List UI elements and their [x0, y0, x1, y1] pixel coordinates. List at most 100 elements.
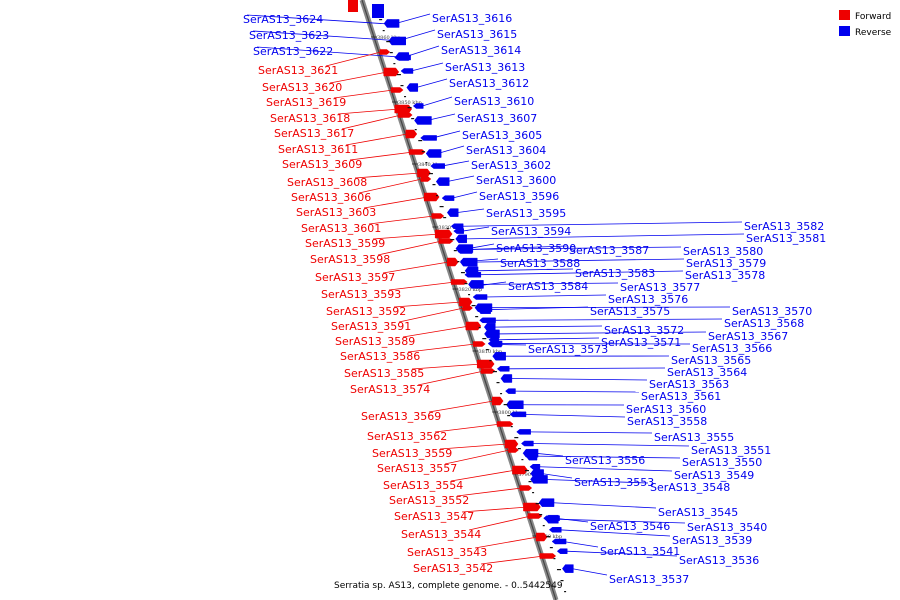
gene-glyph-reverse[interactable] [459, 257, 478, 267]
gene-label-forward[interactable]: SerAS13_3618 [270, 112, 350, 125]
gene-label-forward[interactable]: SerAS13_3585 [344, 367, 424, 380]
gene-glyph-reverse[interactable] [545, 514, 559, 524]
gene-label-reverse[interactable]: SerAS13_3581 [746, 232, 826, 245]
gene-label-forward[interactable]: SerAS13_3620 [262, 81, 342, 94]
gene-label-reverse[interactable]: SerAS13_3575 [590, 305, 670, 318]
gene-glyph-reverse[interactable] [435, 177, 450, 186]
gene-label-reverse[interactable]: SerAS13_3590 [496, 242, 576, 255]
gene-glyph-reverse[interactable] [556, 548, 568, 554]
gene-glyph-reverse[interactable] [500, 374, 513, 383]
gene-label-reverse[interactable]: SerAS13_3561 [641, 390, 721, 403]
gene-glyph-forward[interactable] [423, 192, 440, 202]
gene-label-forward[interactable]: SerAS13_3601 [301, 222, 381, 235]
gene-glyph-reverse[interactable] [487, 340, 503, 347]
gene-glyph-reverse[interactable] [412, 103, 424, 109]
gene-label-reverse[interactable]: SerAS13_3567 [708, 330, 788, 343]
gene-label-forward[interactable]: SerAS13_3598 [310, 253, 390, 266]
gene-glyph-forward[interactable] [527, 513, 543, 519]
gene-label-forward[interactable]: SerAS13_3586 [340, 350, 420, 363]
gene-label-reverse[interactable]: SerAS13_3600 [476, 174, 556, 187]
gene-label-forward[interactable]: SerAS13_3619 [266, 96, 346, 109]
gene-label-reverse[interactable]: SerAS13_3553 [574, 476, 654, 489]
gene-glyph-forward[interactable] [539, 553, 557, 559]
gene-label-reverse[interactable]: SerAS13_3545 [658, 506, 738, 519]
gene-glyph-reverse[interactable] [464, 272, 482, 278]
gene-label-reverse[interactable]: SerAS13_3577 [620, 281, 700, 294]
gene-label-reverse[interactable]: SerAS13_3587 [569, 244, 649, 257]
gene-label-reverse[interactable]: SerAS13_3539 [672, 534, 752, 547]
gene-glyph-forward[interactable] [348, 0, 358, 12]
gene-label-forward[interactable]: SerAS13_3593 [321, 288, 401, 301]
gene-label-reverse[interactable]: SerAS13_3582 [744, 220, 824, 233]
gene-glyph-reverse[interactable] [530, 475, 548, 484]
gene-label-reverse[interactable]: SerAS13_3541 [600, 545, 680, 558]
gene-glyph-reverse[interactable] [430, 163, 445, 169]
gene-label-reverse[interactable]: SerAS13_3556 [565, 454, 645, 467]
gene-glyph-forward[interactable] [458, 297, 473, 307]
gene-glyph-forward[interactable] [431, 213, 445, 219]
gene-label-reverse[interactable]: SerAS13_3540 [687, 521, 767, 534]
gene-glyph-reverse[interactable] [459, 246, 470, 253]
gene-label-reverse[interactable]: SerAS13_3612 [449, 77, 529, 90]
gene-label-reverse[interactable]: SerAS13_3549 [674, 469, 754, 482]
gene-glyph-reverse[interactable] [450, 223, 464, 229]
gene-glyph-forward[interactable] [394, 104, 413, 114]
gene-glyph-forward[interactable] [383, 67, 400, 77]
gene-label-reverse[interactable]: SerAS13_3588 [500, 257, 580, 270]
gene-glyph-forward[interactable] [535, 532, 548, 542]
gene-glyph-reverse[interactable] [372, 4, 384, 18]
gene-glyph-reverse[interactable] [551, 538, 567, 545]
gene-label-reverse[interactable]: SerAS13_3537 [609, 573, 689, 586]
gene-glyph-reverse[interactable] [414, 116, 432, 125]
gene-label-reverse[interactable]: SerAS13_3583 [575, 267, 655, 280]
gene-glyph-reverse[interactable] [492, 351, 506, 361]
gene-label-reverse[interactable]: SerAS13_3573 [528, 343, 608, 356]
gene-label-forward[interactable]: SerAS13_3597 [315, 271, 395, 284]
gene-label-forward[interactable]: SerAS13_3559 [372, 447, 452, 460]
gene-label-forward[interactable]: SerAS13_3557 [377, 462, 457, 475]
gene-glyph-reverse[interactable] [383, 19, 400, 28]
gene-label-forward[interactable]: SerAS13_3617 [274, 127, 354, 140]
gene-glyph-forward[interactable] [390, 87, 404, 93]
gene-label-forward[interactable]: SerAS13_3592 [326, 305, 406, 318]
gene-label-reverse[interactable]: SerAS13_3616 [432, 12, 512, 25]
gene-glyph-reverse[interactable] [474, 303, 493, 312]
gene-glyph-forward[interactable] [397, 112, 413, 118]
gene-label-reverse[interactable]: SerAS13_3602 [471, 159, 551, 172]
gene-label-reverse[interactable]: SerAS13_3594 [491, 225, 571, 238]
gene-label-forward[interactable]: SerAS13_3554 [383, 479, 463, 492]
gene-glyph-reverse[interactable] [406, 83, 419, 92]
gene-glyph-forward[interactable] [405, 129, 418, 139]
gene-label-reverse[interactable]: SerAS13_3571 [601, 336, 681, 349]
gene-glyph-reverse[interactable] [506, 400, 524, 409]
gene-label-reverse[interactable]: SerAS13_3596 [479, 190, 559, 203]
gene-glyph-reverse[interactable] [525, 451, 538, 461]
gene-label-forward[interactable]: SerAS13_3552 [389, 494, 469, 507]
gene-glyph-forward[interactable] [465, 321, 482, 331]
gene-label-reverse[interactable]: SerAS13_3595 [486, 207, 566, 220]
gene-label-reverse[interactable]: SerAS13_3568 [724, 317, 804, 330]
gene-glyph-reverse[interactable] [400, 68, 414, 74]
gene-label-forward[interactable]: SerAS13_3574 [350, 383, 430, 396]
gene-glyph-forward[interactable] [446, 257, 459, 267]
gene-glyph-forward[interactable] [408, 149, 426, 155]
gene-glyph-reverse[interactable] [441, 195, 455, 201]
gene-glyph-reverse[interactable] [472, 294, 488, 300]
gene-glyph-forward[interactable] [508, 447, 519, 453]
gene-glyph-forward[interactable] [512, 465, 528, 475]
gene-label-reverse[interactable]: SerAS13_3622 [253, 45, 333, 58]
gene-glyph-reverse[interactable] [425, 149, 442, 158]
gene-label-forward[interactable]: SerAS13_3608 [287, 176, 367, 189]
gene-label-reverse[interactable]: SerAS13_3584 [508, 280, 588, 293]
gene-label-reverse[interactable]: SerAS13_3565 [671, 354, 751, 367]
gene-glyph-reverse[interactable] [516, 429, 531, 435]
gene-glyph-forward[interactable] [434, 229, 453, 239]
gene-label-reverse[interactable]: SerAS13_3580 [683, 245, 763, 258]
gene-label-reverse[interactable]: SerAS13_3550 [682, 456, 762, 469]
gene-glyph-forward[interactable] [491, 396, 504, 406]
gene-label-forward[interactable]: SerAS13_3547 [394, 510, 474, 523]
gene-glyph-forward[interactable] [438, 238, 454, 244]
gene-label-forward[interactable]: SerAS13_3562 [367, 430, 447, 443]
gene-glyph-reverse[interactable] [548, 527, 562, 533]
gene-glyph-reverse[interactable] [529, 464, 541, 470]
